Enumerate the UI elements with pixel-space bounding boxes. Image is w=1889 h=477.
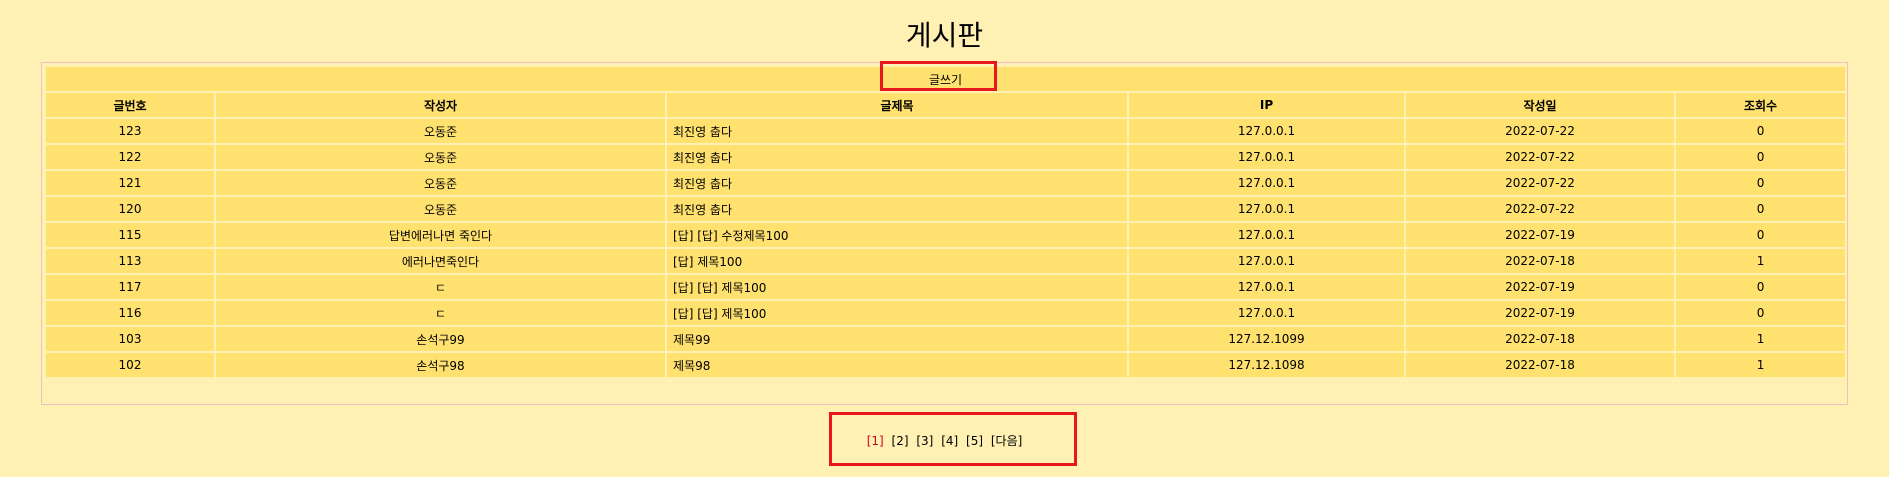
cell-ip: 127.0.0.1 [1127, 273, 1406, 301]
cell-ip: 127.12.1098 [1127, 351, 1406, 379]
cell-views: 0 [1673, 143, 1848, 171]
cell-author: 답변에러나면 죽인다 [214, 221, 667, 249]
cell-ip: 127.0.0.1 [1127, 299, 1406, 327]
cell-ip: 127.0.0.1 [1127, 221, 1406, 249]
cell-views: 0 [1673, 273, 1848, 301]
cell-ip: 127.0.0.1 [1127, 195, 1406, 223]
table-row[interactable]: 113 에러나면죽인다 [답] 제목100 127.0.0.1 2022-07-18 1 [44, 247, 1848, 275]
page-link-2[interactable]: [2] [891, 434, 909, 448]
cell-views: 0 [1673, 221, 1848, 249]
cell-post-number: 113 [44, 247, 216, 275]
page-link-5[interactable]: [5] [966, 434, 984, 448]
page-link-4[interactable]: [4] [941, 434, 959, 448]
table-row[interactable]: 103 손석구99 제목99 127.12.1099 2022-07-18 1 [44, 325, 1848, 353]
next-page-link[interactable]: [다음] [990, 434, 1023, 448]
toolbar-row: 글쓰기 [43, 65, 1848, 93]
cell-date: 2022-07-22 [1404, 143, 1676, 171]
cell-date: 2022-07-18 [1404, 325, 1676, 353]
cell-subject[interactable]: 최진영 춥다 [665, 169, 1129, 197]
cell-post-number: 115 [44, 221, 216, 249]
board-table: 글쓰기 글번호 작성자 글제목 IP 작성일 조회수 123 오동준 최진영 춥다 1… [43, 65, 1848, 379]
cell-post-number: 102 [44, 351, 216, 379]
cell-author: 에러나면죽인다 [214, 247, 667, 275]
cell-date: 2022-07-19 [1404, 299, 1676, 327]
cell-date: 2022-07-22 [1404, 195, 1676, 223]
cell-author: 손석구99 [214, 325, 667, 353]
cell-ip: 127.12.1099 [1127, 325, 1406, 353]
cell-author: 오동준 [214, 195, 667, 223]
table-row[interactable]: 102 손석구98 제목98 127.12.1098 2022-07-18 1 [44, 351, 1848, 379]
cell-post-number: 117 [44, 273, 216, 301]
header-date: 작성일 [1404, 91, 1676, 119]
table-row[interactable]: 115 답변에러나면 죽인다 [답] [답] 수정제목100 127.0.0.1 202… [44, 221, 1848, 249]
cell-date: 2022-07-19 [1404, 273, 1676, 301]
cell-subject[interactable]: 최진영 춥다 [665, 143, 1129, 171]
cell-date: 2022-07-18 [1404, 351, 1676, 379]
page-link-1[interactable]: [1] [866, 434, 884, 448]
page-title: 게시판 [905, 19, 984, 52]
table-row[interactable]: 117 ㄷ [답] [답] 제목100 127.0.0.1 2022-07-19 0 [44, 273, 1848, 301]
cell-date: 2022-07-22 [1404, 169, 1676, 197]
table-row[interactable]: 116 ㄷ [답] [답] 제목100 127.0.0.1 2022-07-19 0 [44, 299, 1848, 327]
cell-post-number: 122 [44, 143, 216, 171]
cell-subject[interactable]: 최진영 춥다 [665, 195, 1129, 223]
cell-date: 2022-07-19 [1404, 221, 1676, 249]
cell-ip: 127.0.0.1 [1127, 247, 1406, 275]
cell-author: 오동준 [214, 117, 667, 145]
header-row: 글번호 작성자 글제목 IP 작성일 조회수 [44, 91, 1848, 119]
cell-author: 손석구98 [214, 351, 667, 379]
header-ip: IP [1127, 91, 1406, 119]
page-link-3[interactable]: [3] [916, 434, 934, 448]
cell-date: 2022-07-18 [1404, 247, 1676, 275]
cell-views: 0 [1673, 117, 1848, 145]
cell-views: 0 [1673, 299, 1848, 327]
cell-subject[interactable]: [답] 제목100 [665, 247, 1129, 275]
header-author: 작성자 [214, 91, 667, 119]
cell-post-number: 123 [44, 117, 216, 145]
board-container: 글쓰기 글번호 작성자 글제목 IP 작성일 조회수 123 오동준 최진영 춥다 1… [41, 62, 1848, 405]
cell-subject[interactable]: [답] [답] 제목100 [665, 273, 1129, 301]
header-views: 조회수 [1673, 91, 1848, 119]
cell-subject[interactable]: 제목98 [665, 351, 1129, 379]
board-body: 123 오동준 최진영 춥다 127.0.0.1 2022-07-22 0 122 오동준 최진… [44, 117, 1848, 379]
cell-post-number: 103 [44, 325, 216, 353]
cell-views: 0 [1673, 195, 1848, 223]
cell-post-number: 120 [44, 195, 216, 223]
cell-subject[interactable]: [답] [답] 제목100 [665, 299, 1129, 327]
cell-subject[interactable]: 제목99 [665, 325, 1129, 353]
table-row[interactable]: 120 오동준 최진영 춥다 127.0.0.1 2022-07-22 0 [44, 195, 1848, 223]
header-post-number: 글번호 [44, 91, 216, 119]
cell-post-number: 116 [44, 299, 216, 327]
cell-author: 오동준 [214, 143, 667, 171]
header-subject: 글제목 [665, 91, 1129, 119]
write-button[interactable]: 글쓰기 [928, 72, 963, 87]
cell-author: ㄷ [214, 299, 667, 327]
cell-subject[interactable]: 최진영 춥다 [665, 117, 1129, 145]
cell-post-number: 121 [44, 169, 216, 197]
cell-subject[interactable]: [답] [답] 수정제목100 [665, 221, 1129, 249]
toolbar-cell: 글쓰기 [43, 65, 1848, 93]
cell-views: 0 [1673, 169, 1848, 197]
cell-ip: 127.0.0.1 [1127, 143, 1406, 171]
pagination: [1] [2] [3] [4] [5] [다음] [0, 432, 1889, 449]
table-row[interactable]: 123 오동준 최진영 춥다 127.0.0.1 2022-07-22 0 [44, 117, 1848, 145]
cell-views: 1 [1673, 247, 1848, 275]
cell-ip: 127.0.0.1 [1127, 169, 1406, 197]
table-row[interactable]: 122 오동준 최진영 춥다 127.0.0.1 2022-07-22 0 [44, 143, 1848, 171]
cell-ip: 127.0.0.1 [1127, 117, 1406, 145]
cell-date: 2022-07-22 [1404, 117, 1676, 145]
cell-views: 1 [1673, 351, 1848, 379]
table-row[interactable]: 121 오동준 최진영 춥다 127.0.0.1 2022-07-22 0 [44, 169, 1848, 197]
cell-views: 1 [1673, 325, 1848, 353]
cell-author: ㄷ [214, 273, 667, 301]
cell-author: 오동준 [214, 169, 667, 197]
